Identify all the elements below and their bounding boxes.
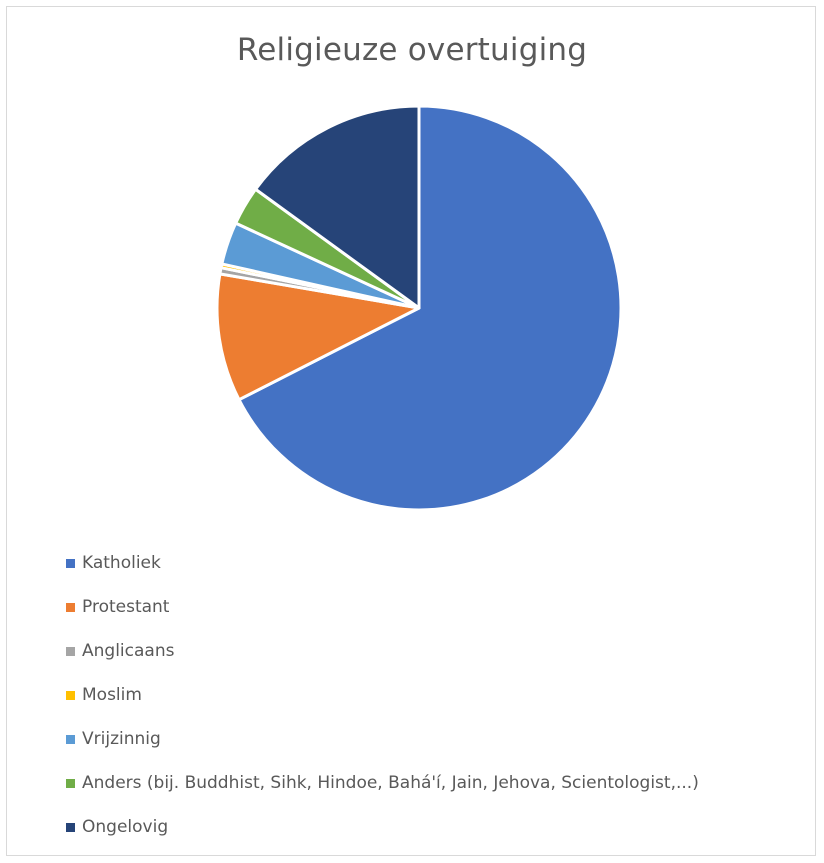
legend-item-6: Ongelovig	[66, 816, 699, 838]
legend-item-5: Anders (bij. Buddhist, Sihk, Hindoe, Bah…	[66, 772, 699, 794]
legend-label: Moslim	[82, 685, 142, 705]
legend-label: Ongelovig	[82, 817, 169, 837]
legend-label: Anders (bij. Buddhist, Sihk, Hindoe, Bah…	[82, 773, 699, 793]
pie-slice-1	[215, 272, 421, 402]
legend-swatch	[66, 778, 75, 788]
legend-label: Protestant	[82, 597, 170, 617]
chart-title: Religieuze overtuiging	[236, 32, 588, 68]
pie-slice-0	[237, 104, 623, 512]
legend-label: Katholiek	[82, 553, 161, 573]
legend-swatch	[66, 690, 75, 700]
legend-swatch	[66, 558, 75, 568]
legend-item-0: Katholiek	[66, 552, 699, 574]
legend-swatch	[66, 822, 75, 832]
legend-item-4: Vrijzinnig	[66, 728, 699, 750]
legend-item-3: Moslim	[66, 684, 699, 706]
legend-item-2: Anglicaans	[66, 640, 699, 662]
legend-label: Anglicaans	[82, 641, 175, 661]
legend-swatch	[66, 646, 75, 656]
legend-label: Vrijzinnig	[82, 729, 161, 749]
legend-swatch	[66, 734, 75, 744]
legend-swatch	[66, 602, 75, 612]
legend-item-1: Protestant	[66, 596, 699, 618]
pie-slice-6	[254, 104, 421, 310]
chart-legend: Katholiek Protestant Anglicaans Moslim Vrijz…	[66, 552, 699, 860]
